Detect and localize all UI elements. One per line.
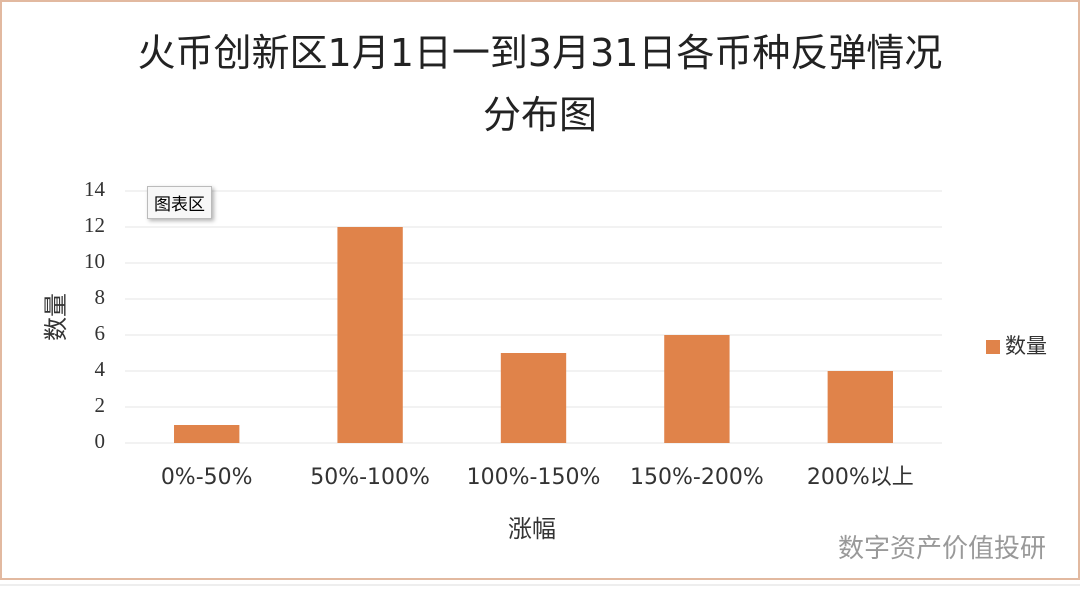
tooltip: 图表区 <box>147 186 212 219</box>
y-tick-label: 12 <box>84 213 105 237</box>
x-tick-label: 50%-100% <box>310 465 430 490</box>
bar <box>500 353 567 443</box>
y-axis-label: 数量 <box>42 293 70 341</box>
watermark: 数字资产价值投研 <box>837 534 1046 564</box>
y-tick-label: 6 <box>95 321 106 345</box>
bar <box>827 371 893 443</box>
y-tick-label: 0 <box>95 429 106 453</box>
y-tick-label: 10 <box>84 249 105 273</box>
legend-swatch <box>986 340 1000 354</box>
x-tick-label: 150%-200% <box>630 465 764 490</box>
legend-label: 数量 <box>1005 334 1047 358</box>
x-axis-label: 涨幅 <box>508 515 556 543</box>
frame <box>0 0 1080 580</box>
bar <box>174 425 240 443</box>
chart-title: 火币创新区1月1日一到3月31日各币种反弹情况分布图 <box>137 31 943 137</box>
y-tick-label: 14 <box>84 177 106 201</box>
x-tick-label: 200%以上 <box>807 465 914 490</box>
x-tick-label: 0%-50% <box>161 465 253 490</box>
x-tick-label: 100%-150% <box>467 465 601 490</box>
bar <box>664 335 730 443</box>
y-tick-label: 8 <box>95 285 106 309</box>
y-tick-label: 2 <box>95 393 106 417</box>
bar <box>337 227 403 443</box>
y-tick-label: 4 <box>95 357 106 381</box>
